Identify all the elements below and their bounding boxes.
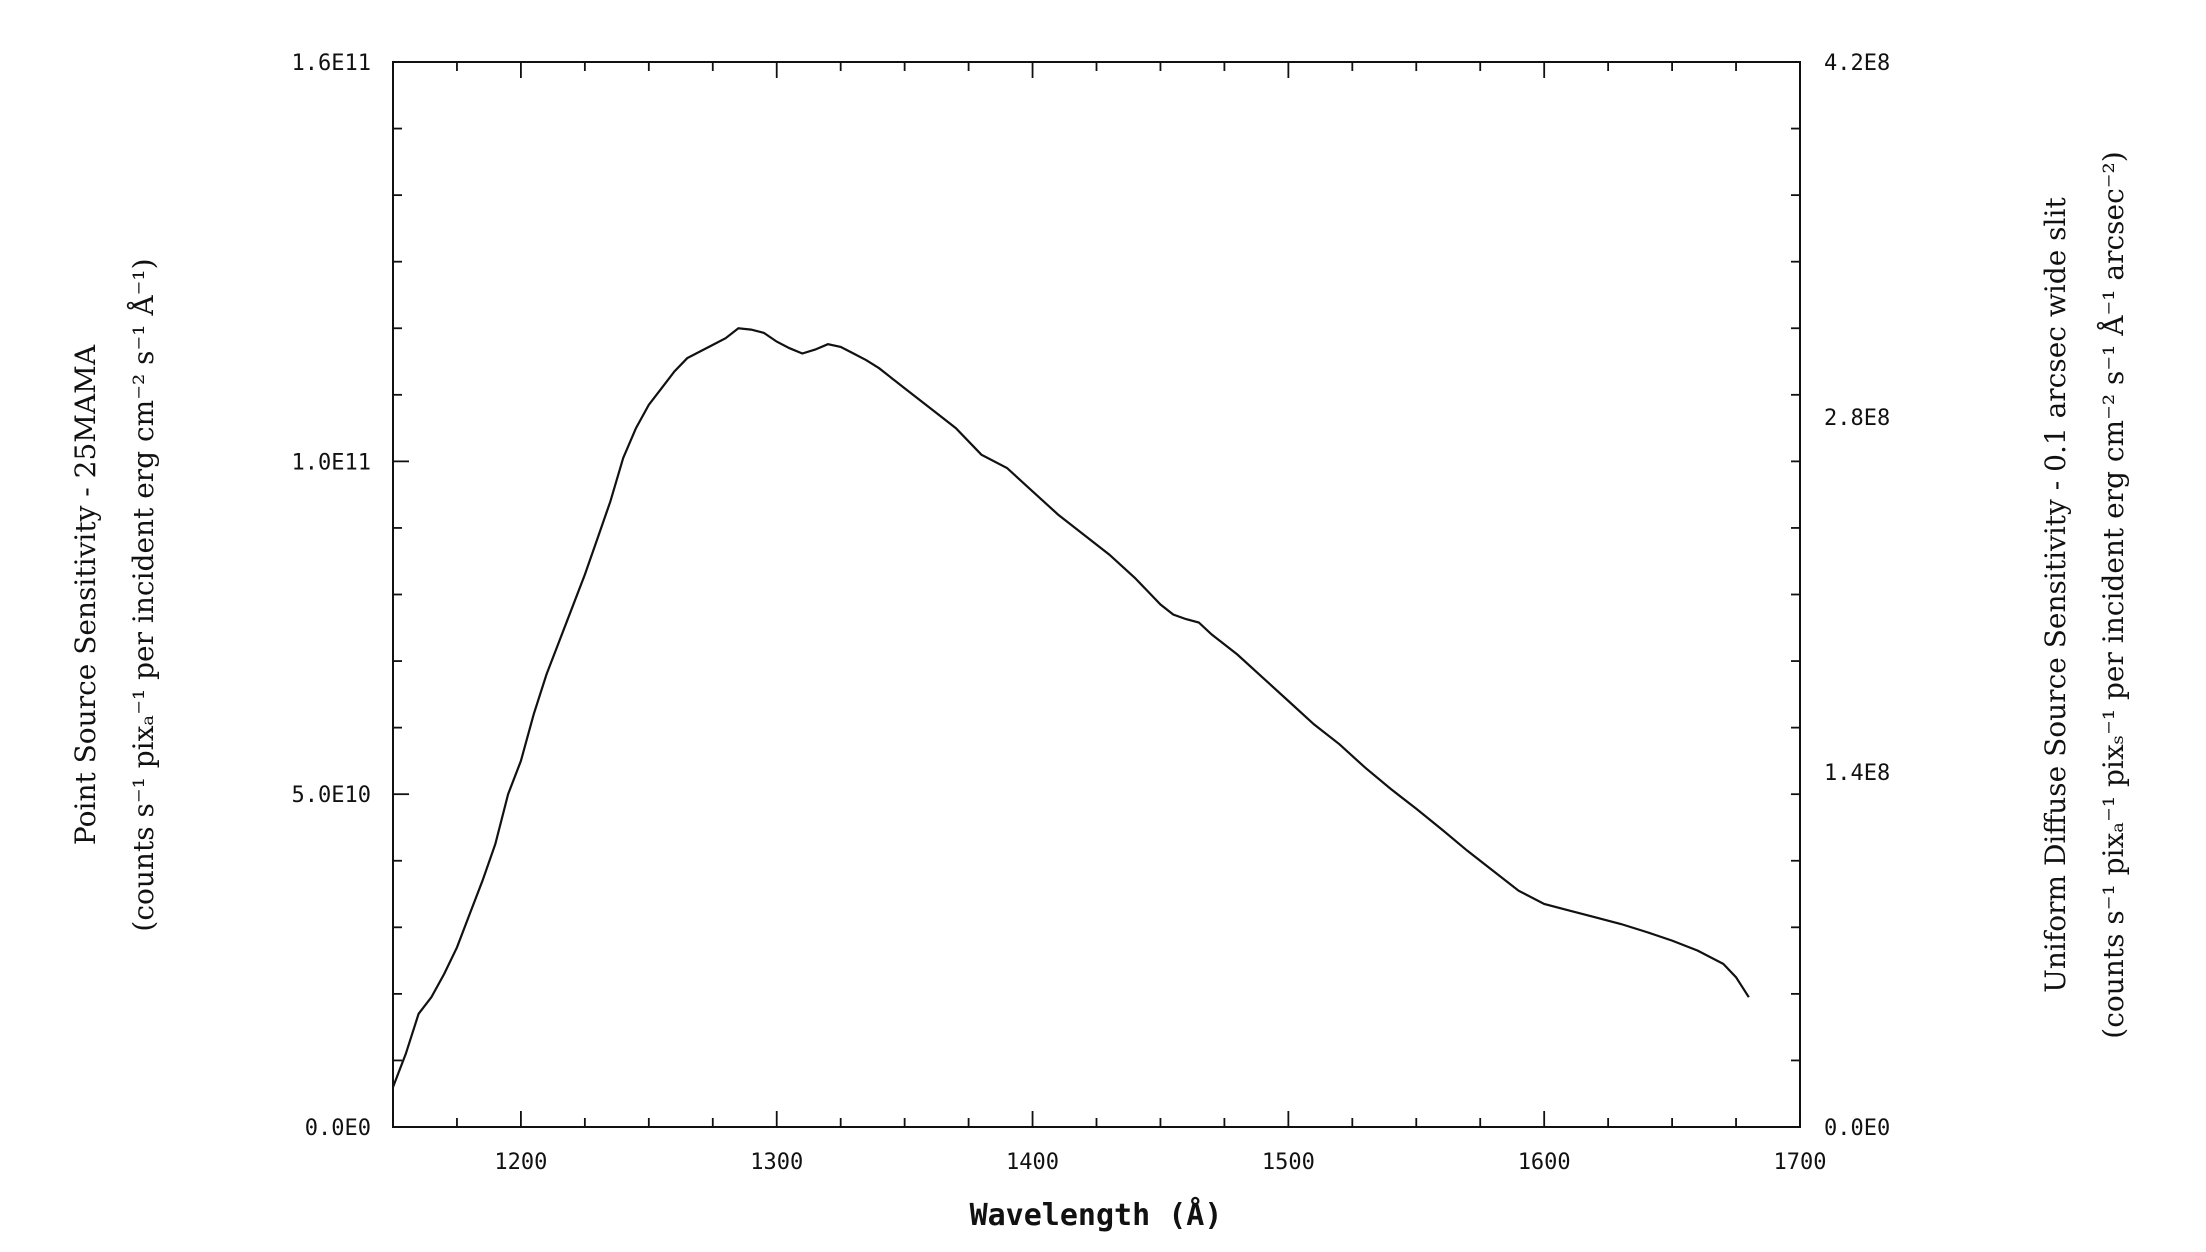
right-y-axis-ticks: 0.0E0 1.4E8 2.8E8 4.2E8 <box>1784 51 1890 1141</box>
y-right-tick-label: 4.2E8 <box>1824 51 1890 76</box>
x-axis-ticks: 1200 1300 1400 1500 1600 1700 <box>392 62 1827 1175</box>
sensitivity-curve-line <box>391 327 1750 1088</box>
plot-frame <box>392 61 1801 1128</box>
y-tick-label: 0.0E0 <box>305 1116 371 1141</box>
right-y-axis-label-line1: Uniform Diffuse Source Sensitivity - 0.1… <box>2039 197 2072 993</box>
x-axis-label: Wavelength (Å) <box>970 1196 1223 1233</box>
y-tick-label: 5.0E10 <box>292 783 371 808</box>
left-y-axis-label-line1: Point Source Sensitivity - 25MAMA <box>69 344 102 845</box>
y-right-tick-label: 0.0E0 <box>1824 1116 1890 1141</box>
x-tick-label: 1500 <box>1262 1150 1315 1175</box>
y-tick-label: 1.6E11 <box>292 51 371 76</box>
x-tick-label: 1700 <box>1774 1150 1827 1175</box>
left-y-axis-label-line2: (counts s⁻¹ pixₐ⁻¹ per incident erg cm⁻²… <box>127 258 160 931</box>
right-y-axis-label-line2: (counts s⁻¹ pixₐ⁻¹ pixₛ⁻¹ per incident e… <box>2097 151 2130 1038</box>
left-y-axis-label: Point Source Sensitivity - 25MAMA (count… <box>69 258 160 931</box>
x-tick-label: 1400 <box>1006 1150 1059 1175</box>
right-y-axis-label: Uniform Diffuse Source Sensitivity - 0.1… <box>2039 151 2130 1038</box>
x-tick-label: 1600 <box>1518 1150 1571 1175</box>
y-axis-ticks: 0.0E0 5.0E10 1.0E11 1.6E11 <box>292 51 409 1141</box>
x-tick-label: 1300 <box>750 1150 803 1175</box>
y-tick-label: 1.0E11 <box>292 450 371 475</box>
x-tick-label: 1200 <box>494 1150 547 1175</box>
y-right-tick-label: 1.4E8 <box>1824 761 1890 786</box>
y-right-tick-label: 2.8E8 <box>1824 406 1890 431</box>
